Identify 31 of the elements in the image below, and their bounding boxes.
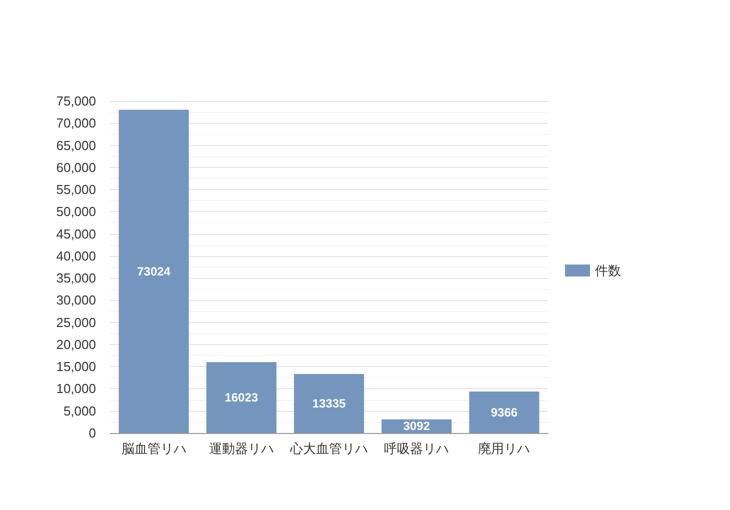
y-tick-label: 25,000: [56, 314, 96, 330]
y-tick-label: 40,000: [56, 248, 96, 264]
y-tick-label: 60,000: [56, 160, 96, 175]
x-tick-label: 呼吸器リハ: [384, 441, 450, 456]
y-tick-label: 15,000: [56, 359, 96, 374]
legend-label: 件数: [595, 263, 621, 278]
y-tick-label: 0: [88, 426, 96, 440]
data-label: 16023: [224, 390, 258, 405]
x-tick-label: 運動器リハ: [208, 441, 274, 456]
y-tick-label: 50,000: [56, 204, 96, 220]
x-tick-label: 脳血管リハ: [121, 441, 186, 456]
data-label: 3092: [403, 419, 430, 434]
y-tick-label: 45,000: [56, 226, 96, 242]
y-tick-label: 35,000: [56, 270, 96, 286]
y-tick-label: 55,000: [56, 182, 96, 198]
y-tick-label: 30,000: [56, 292, 96, 308]
bar: [118, 110, 189, 433]
y-tick-label: 70,000: [56, 116, 96, 131]
data-label: 9366: [490, 405, 518, 420]
y-tick-label: 65,000: [56, 138, 96, 153]
data-label: 73024: [137, 264, 171, 278]
bar: [469, 392, 540, 433]
bar: [206, 362, 276, 433]
y-tick-label: 10,000: [56, 381, 96, 396]
data-label: 13335: [312, 396, 346, 410]
bar: [294, 374, 364, 433]
y-tick-label: 20,000: [56, 336, 96, 352]
y-tick-label: 75,000: [56, 94, 96, 108]
x-tick-label: 廃用リハ: [478, 441, 530, 456]
x-tick-label: 心大血管リハ: [289, 441, 368, 456]
y-tick-label: 5,000: [63, 403, 96, 418]
